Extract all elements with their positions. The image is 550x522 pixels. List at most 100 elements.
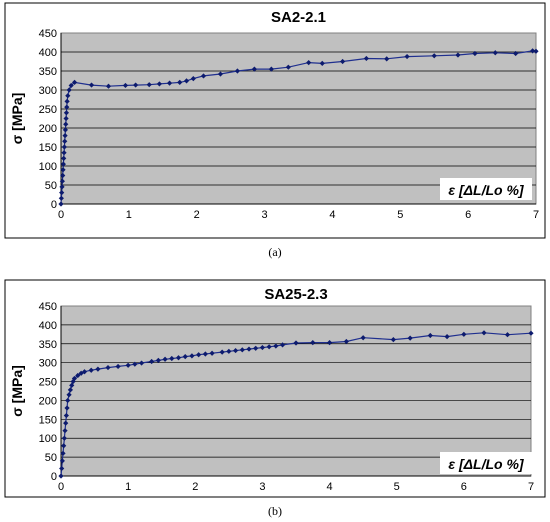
data-point — [61, 144, 67, 150]
data-point — [64, 104, 70, 110]
data-point — [384, 56, 390, 62]
y-tick-label: 350 — [39, 339, 57, 351]
data-point — [166, 80, 173, 86]
data-point — [513, 50, 519, 57]
x-tick-label: 7 — [533, 209, 539, 221]
data-point — [177, 79, 183, 85]
y-tick-label: 150 — [39, 142, 57, 154]
data-point — [75, 372, 81, 379]
chart-title: SA2-2.1 — [271, 9, 326, 26]
data-point — [190, 76, 196, 82]
data-point — [196, 352, 202, 358]
x-tick-label: 1 — [126, 209, 132, 221]
data-point — [183, 78, 190, 84]
y-axis-label: σ [MPa] — [9, 93, 25, 145]
plot-area — [60, 305, 532, 477]
caption-a: (a) — [268, 245, 282, 259]
y-tick-label: 450 — [39, 301, 57, 313]
x-tick-label: 4 — [329, 209, 335, 221]
data-point — [340, 58, 346, 65]
data-point — [71, 375, 78, 382]
y-tick-label: 250 — [39, 104, 57, 116]
data-point — [62, 138, 68, 144]
data-point — [530, 48, 536, 54]
data-point — [293, 340, 299, 346]
y-tick-label: 100 — [39, 433, 57, 445]
data-point — [404, 53, 410, 60]
data-point — [68, 82, 74, 89]
y-tick-label: 250 — [39, 377, 57, 389]
data-point — [58, 195, 64, 201]
x-tick-label: 7 — [528, 481, 534, 493]
data-point — [363, 55, 369, 62]
data-point — [122, 82, 129, 89]
caption-b: (b) — [268, 504, 282, 518]
data-point — [266, 344, 272, 350]
x-tick-label: 5 — [397, 209, 403, 221]
data-point — [273, 343, 279, 349]
data-point — [461, 331, 467, 337]
data-point — [343, 338, 349, 345]
plot-area — [60, 32, 537, 205]
data-point — [146, 82, 152, 88]
data-point — [431, 53, 437, 59]
y-tick-label: 350 — [39, 66, 57, 78]
data-point — [175, 355, 182, 361]
data-point — [65, 93, 71, 99]
data-point — [162, 356, 168, 362]
data-point — [105, 83, 112, 89]
data-point — [217, 71, 224, 77]
data-point — [390, 337, 396, 343]
data-point — [60, 172, 66, 179]
x-tick-label: 0 — [58, 209, 64, 221]
data-point — [533, 48, 539, 54]
y-tick-label: 150 — [39, 414, 57, 426]
data-point — [133, 82, 139, 88]
data-point — [62, 127, 69, 133]
data-point — [407, 335, 413, 341]
data-point — [156, 81, 162, 87]
chart-panel-a: 0 50 100 150 200 250 300 350 400 450 0 1 2 3 4 5 6 7 SA2-2… — [4, 2, 546, 259]
data-point — [63, 110, 70, 116]
data-point — [200, 73, 207, 79]
data-point — [455, 52, 461, 58]
x-tick-label: 6 — [461, 481, 467, 493]
y-tick-label: 400 — [39, 47, 57, 59]
data-point — [59, 184, 65, 190]
data-point — [59, 178, 65, 184]
data-point — [63, 115, 69, 122]
data-point — [62, 133, 68, 139]
data-point — [63, 121, 69, 127]
y-tick-label: 0 — [51, 471, 57, 483]
data-point — [71, 79, 78, 85]
data-point — [66, 87, 72, 93]
y-tick-label: 50 — [45, 452, 57, 464]
data-point — [61, 150, 67, 156]
chart-title: SA25-2.3 — [264, 286, 327, 303]
data-point — [61, 155, 67, 161]
y-axis-label: σ [MPa] — [9, 365, 25, 417]
x-tick-label: 1 — [125, 481, 131, 493]
data-point — [492, 50, 498, 56]
data-point — [253, 345, 259, 351]
data-point — [169, 355, 175, 362]
series-line — [60, 50, 537, 205]
x-tick-label: 3 — [259, 481, 265, 493]
x-axis-label-box — [440, 452, 532, 474]
x-tick-label: 2 — [194, 209, 200, 221]
x-tick-label: 4 — [327, 481, 333, 493]
data-point — [504, 332, 511, 338]
y-tick-label: 300 — [39, 358, 57, 370]
data-point — [306, 60, 312, 66]
y-tick-label: 400 — [39, 320, 57, 332]
data-point — [66, 392, 72, 398]
data-point — [60, 167, 66, 173]
data-point — [88, 82, 95, 88]
data-point — [61, 435, 67, 441]
x-axis-label-box — [440, 178, 532, 200]
data-point — [268, 66, 274, 72]
y-tick-label: 0 — [51, 199, 57, 211]
data-point — [65, 397, 71, 404]
data-point — [59, 465, 65, 472]
x-tick-label: 6 — [465, 209, 471, 221]
